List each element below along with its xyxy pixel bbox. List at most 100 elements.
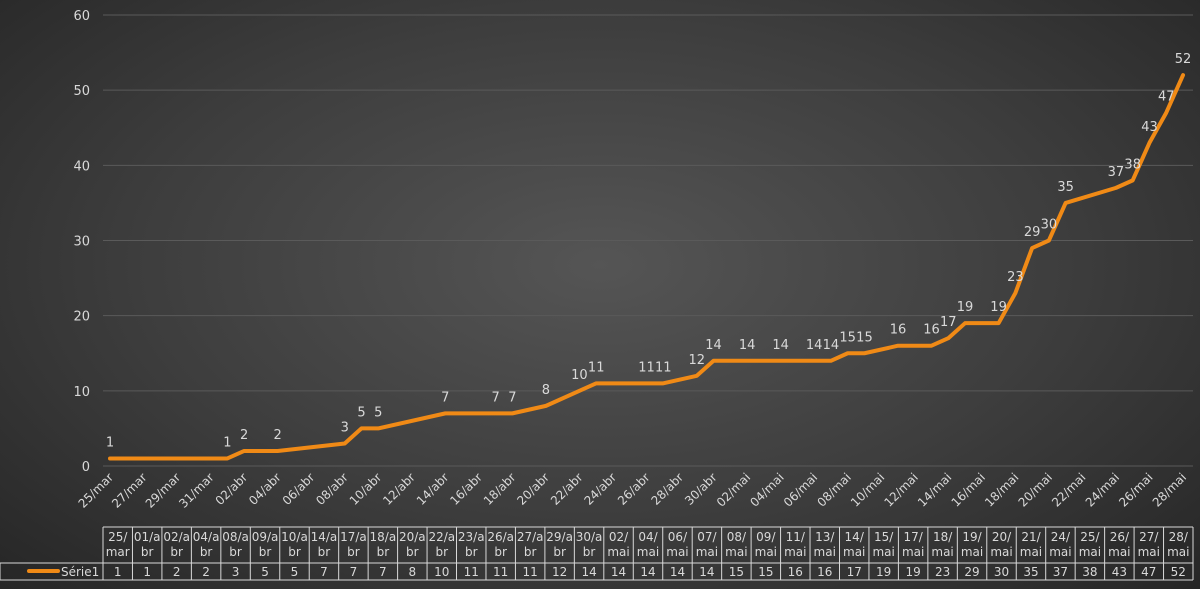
x-tick-label: 14/mai <box>915 470 954 509</box>
data-label: 2 <box>274 428 282 443</box>
table-header-line2: mai <box>755 545 777 559</box>
table-header-line2: mai <box>1049 545 1071 559</box>
table-value: 23 <box>935 565 950 579</box>
table-value: 7 <box>320 565 328 579</box>
table-header-line1: 14/ <box>845 530 865 544</box>
table-value: 15 <box>729 565 744 579</box>
table-header-line2: mai <box>902 545 924 559</box>
table-header-line1: 26/a <box>487 530 514 544</box>
table-header-line1: 17/a <box>340 530 367 544</box>
table-header-line2: mai <box>696 545 718 559</box>
table-header-line2: br <box>406 545 419 559</box>
table-value: 3 <box>232 565 240 579</box>
table-header-line1: 30/a <box>576 530 603 544</box>
data-label: 7 <box>491 390 499 405</box>
table-header-line1: 09/ <box>756 530 776 544</box>
data-label: 52 <box>1175 52 1192 67</box>
table-header-line1: 19/ <box>962 530 982 544</box>
data-label: 19 <box>957 300 974 315</box>
x-tick-label: 10/mai <box>848 470 887 509</box>
table-value: 15 <box>758 565 773 579</box>
table-header-line2: br <box>229 545 242 559</box>
table-value: 43 <box>1112 565 1127 579</box>
table-header-line1: 11/ <box>786 530 806 544</box>
table-header-line2: mai <box>843 545 865 559</box>
table-header-line1: 08/a <box>222 530 249 544</box>
legend-series-name: Série1 <box>61 565 99 579</box>
table-header-line1: 02/a <box>163 530 190 544</box>
x-tick-label: 02/mai <box>714 470 753 509</box>
x-tick-label: 22/abr <box>548 470 586 508</box>
table-value: 1 <box>114 565 122 579</box>
y-tick-label: 50 <box>73 84 90 99</box>
data-label: 14 <box>705 338 722 353</box>
table-header-line2: br <box>347 545 360 559</box>
x-tick-label: 27/mar <box>109 470 150 511</box>
table-header-line1: 27/a <box>517 530 544 544</box>
y-tick-label: 60 <box>73 9 90 24</box>
table-header-line1: 06/ <box>668 530 688 544</box>
x-tick-label: 24/mai <box>1083 470 1122 509</box>
table-value: 19 <box>876 565 891 579</box>
table-header-line2: br <box>318 545 331 559</box>
table-header-line1: 18/ <box>933 530 953 544</box>
y-tick-label: 40 <box>73 159 90 174</box>
table-value: 11 <box>464 565 479 579</box>
table-value: 30 <box>994 565 1009 579</box>
table-value: 10 <box>434 565 449 579</box>
data-label: 14 <box>806 338 823 353</box>
table-value: 14 <box>611 565 626 579</box>
x-tick-label: 16/abr <box>447 470 485 508</box>
table-header-line1: 20/a <box>399 530 426 544</box>
data-label: 14 <box>823 338 840 353</box>
table-header-line2: br <box>288 545 301 559</box>
data-label: 11 <box>588 360 605 375</box>
x-tick-label: 22/mai <box>1049 470 1088 509</box>
x-tick-label: 10/abr <box>347 470 385 508</box>
table-value: 2 <box>173 565 181 579</box>
table-header-line1: 27/ <box>1139 530 1159 544</box>
table-header-line2: mai <box>637 545 659 559</box>
table-value: 17 <box>847 565 862 579</box>
x-tick-label: 08/abr <box>313 470 351 508</box>
table-value: 14 <box>670 565 685 579</box>
table-value: 29 <box>964 565 979 579</box>
data-label: 30 <box>1041 218 1058 233</box>
table-header-line1: 08/ <box>727 530 747 544</box>
data-label: 2 <box>240 428 248 443</box>
data-label: 14 <box>772 338 789 353</box>
table-header-line1: 17/ <box>903 530 923 544</box>
x-tick-label: 28/abr <box>649 470 687 508</box>
table-value: 2 <box>202 565 210 579</box>
table-value: 5 <box>291 565 299 579</box>
table-header-line1: 26/ <box>1110 530 1130 544</box>
x-tick-label: 12/mai <box>881 470 920 509</box>
table-header-line2: br <box>465 545 478 559</box>
table-header-line1: 29/a <box>546 530 573 544</box>
data-label: 15 <box>856 330 873 345</box>
x-tick-label: 20/abr <box>514 470 552 508</box>
table-header-line2: mai <box>872 545 894 559</box>
table-header-line2: mai <box>931 545 953 559</box>
table-header-line1: 20/ <box>992 530 1012 544</box>
table-header-line2: br <box>436 545 449 559</box>
table-header-line2: mai <box>666 545 688 559</box>
table-header-line1: 09/a <box>252 530 279 544</box>
x-tick-label: 06/abr <box>280 470 318 508</box>
data-label: 19 <box>990 300 1007 315</box>
table-header-line1: 14/a <box>311 530 338 544</box>
data-label: 15 <box>839 330 856 345</box>
table-value: 11 <box>523 565 538 579</box>
table-header-line2: mai <box>814 545 836 559</box>
table-value: 19 <box>905 565 920 579</box>
table-header-line2: br <box>553 545 566 559</box>
table-header-line2: br <box>583 545 596 559</box>
table-header-line1: 23/a <box>458 530 485 544</box>
table-header-line1: 13/ <box>815 530 835 544</box>
x-tick-label: 04/abr <box>246 470 284 508</box>
data-label: 7 <box>508 390 516 405</box>
y-axis-ticks: 0 10 20 30 40 50 60 <box>73 9 90 475</box>
table-header-line1: 21/ <box>1021 530 1041 544</box>
gridlines <box>103 14 1193 467</box>
